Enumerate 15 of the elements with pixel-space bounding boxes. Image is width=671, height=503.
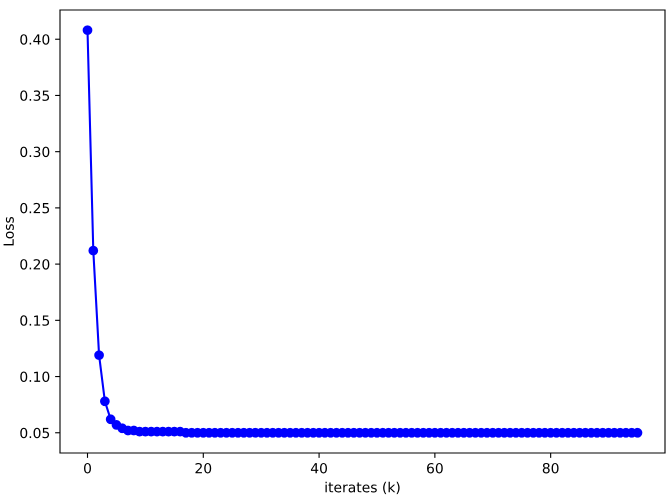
y-tick-label: 0.35	[20, 90, 50, 101]
x-tick-label: 0	[84, 462, 91, 474]
x-tick-label: 20	[195, 462, 212, 474]
x-tick-label: 60	[427, 462, 443, 474]
y-tick-label: 0.15	[20, 315, 50, 326]
x-axis-title: iterates (k)	[326, 482, 400, 494]
x-tick-label: 80	[542, 462, 559, 474]
y-tick-label: 0.10	[20, 372, 50, 382]
y-tick-label: 0.20	[20, 259, 50, 270]
y-axis-title: Loss	[4, 216, 14, 246]
y-tick-label: 0.05	[20, 428, 50, 438]
y-tick-label: 0.25	[20, 202, 50, 214]
y-tick-label: 0.30	[20, 146, 50, 158]
x-tick-label: 40	[310, 462, 327, 474]
y-tick-label: 0.40	[20, 34, 50, 45]
